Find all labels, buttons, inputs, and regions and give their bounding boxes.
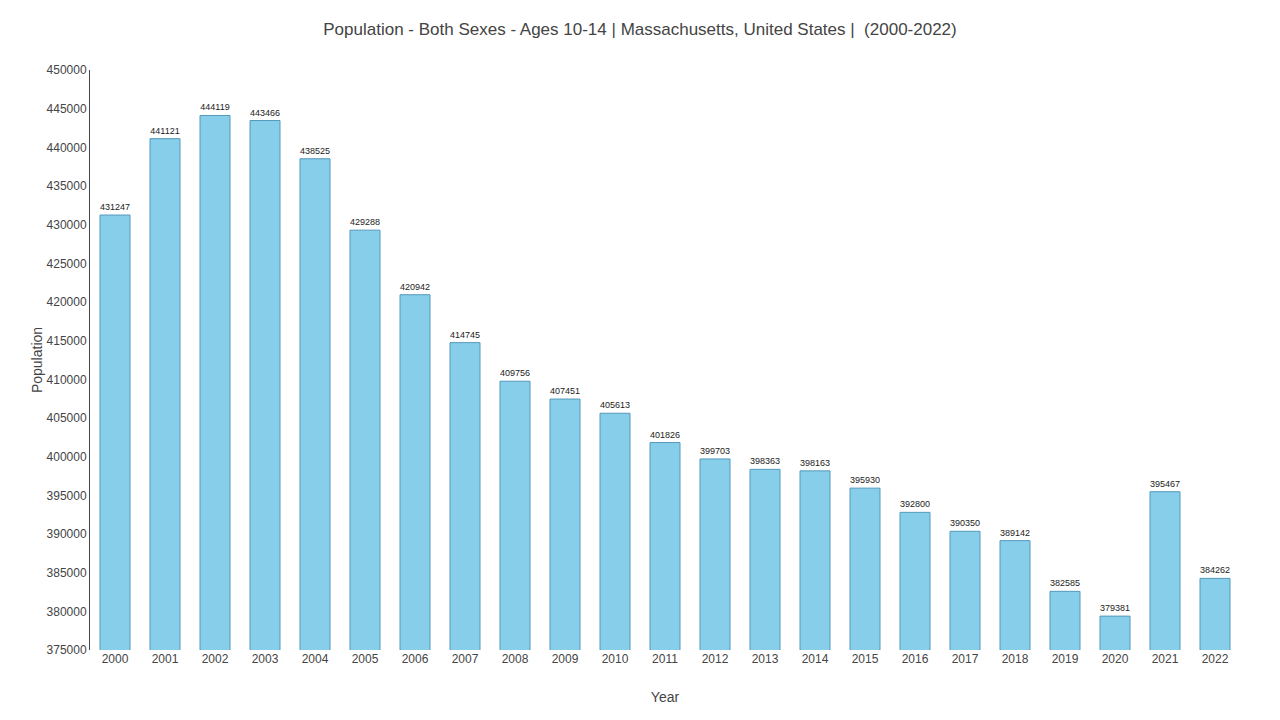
svg-text:430000: 430000 — [47, 218, 87, 232]
svg-text:443466: 443466 — [250, 108, 280, 118]
svg-text:2003: 2003 — [252, 652, 279, 666]
svg-text:389142: 389142 — [1000, 528, 1030, 538]
svg-text:2005: 2005 — [352, 652, 379, 666]
svg-text:2020: 2020 — [1102, 652, 1129, 666]
svg-text:2022: 2022 — [1202, 652, 1229, 666]
svg-text:420000: 420000 — [47, 295, 87, 309]
svg-text:382585: 382585 — [1050, 578, 1080, 588]
svg-text:441121: 441121 — [150, 126, 179, 136]
svg-text:398163: 398163 — [800, 458, 830, 468]
svg-text:2006: 2006 — [402, 652, 429, 666]
svg-text:2001: 2001 — [152, 652, 179, 666]
svg-text:395467: 395467 — [1150, 479, 1180, 489]
svg-text:438525: 438525 — [300, 146, 330, 156]
svg-text:384262: 384262 — [1200, 565, 1230, 575]
svg-text:415000: 415000 — [47, 334, 87, 348]
svg-text:2013: 2013 — [752, 652, 779, 666]
svg-text:2010: 2010 — [602, 652, 629, 666]
svg-text:440000: 440000 — [47, 141, 87, 155]
svg-text:2008: 2008 — [502, 652, 529, 666]
svg-text:2017: 2017 — [952, 652, 979, 666]
svg-text:420942: 420942 — [400, 282, 430, 292]
svg-text:2004: 2004 — [302, 652, 329, 666]
svg-text:429288: 429288 — [350, 217, 380, 227]
svg-text:390000: 390000 — [47, 527, 87, 541]
svg-text:379381: 379381 — [1100, 603, 1130, 613]
svg-text:390350: 390350 — [950, 518, 980, 528]
svg-text:Year: Year — [651, 689, 680, 705]
svg-text:2007: 2007 — [452, 652, 479, 666]
svg-text:445000: 445000 — [47, 102, 87, 116]
svg-text:435000: 435000 — [47, 179, 87, 193]
svg-text:407451: 407451 — [550, 386, 580, 396]
svg-text:2021: 2021 — [1152, 652, 1179, 666]
svg-text:2015: 2015 — [852, 652, 879, 666]
svg-text:400000: 400000 — [47, 450, 87, 464]
svg-text:409756: 409756 — [500, 368, 530, 378]
svg-text:Population: Population — [29, 327, 45, 393]
svg-text:401826: 401826 — [650, 430, 680, 440]
svg-text:2018: 2018 — [1002, 652, 1029, 666]
svg-text:444119: 444119 — [200, 102, 229, 112]
svg-text:2002: 2002 — [202, 652, 229, 666]
svg-text:375000: 375000 — [47, 643, 87, 657]
svg-text:450000: 450000 — [47, 63, 87, 77]
svg-text:385000: 385000 — [47, 566, 87, 580]
svg-text:395000: 395000 — [47, 489, 87, 503]
svg-text:431247: 431247 — [100, 202, 130, 212]
svg-text:399703: 399703 — [700, 446, 730, 456]
svg-text:410000: 410000 — [47, 373, 87, 387]
svg-text:2011: 2011 — [652, 652, 678, 666]
svg-text:2014: 2014 — [802, 652, 829, 666]
svg-text:395930: 395930 — [850, 475, 880, 485]
svg-text:2009: 2009 — [552, 652, 579, 666]
svg-text:398363: 398363 — [750, 456, 780, 466]
svg-text:405613: 405613 — [600, 400, 630, 410]
svg-text:2019: 2019 — [1052, 652, 1079, 666]
svg-text:Population - Both Sexes - Ages: Population - Both Sexes - Ages 10-14 | M… — [323, 20, 956, 39]
svg-text:414745: 414745 — [450, 330, 480, 340]
svg-text:405000: 405000 — [47, 411, 87, 425]
svg-text:2016: 2016 — [902, 652, 929, 666]
svg-text:380000: 380000 — [47, 605, 87, 619]
svg-text:2012: 2012 — [702, 652, 729, 666]
svg-text:392800: 392800 — [900, 499, 930, 509]
svg-text:2000: 2000 — [102, 652, 129, 666]
svg-text:425000: 425000 — [47, 257, 87, 271]
